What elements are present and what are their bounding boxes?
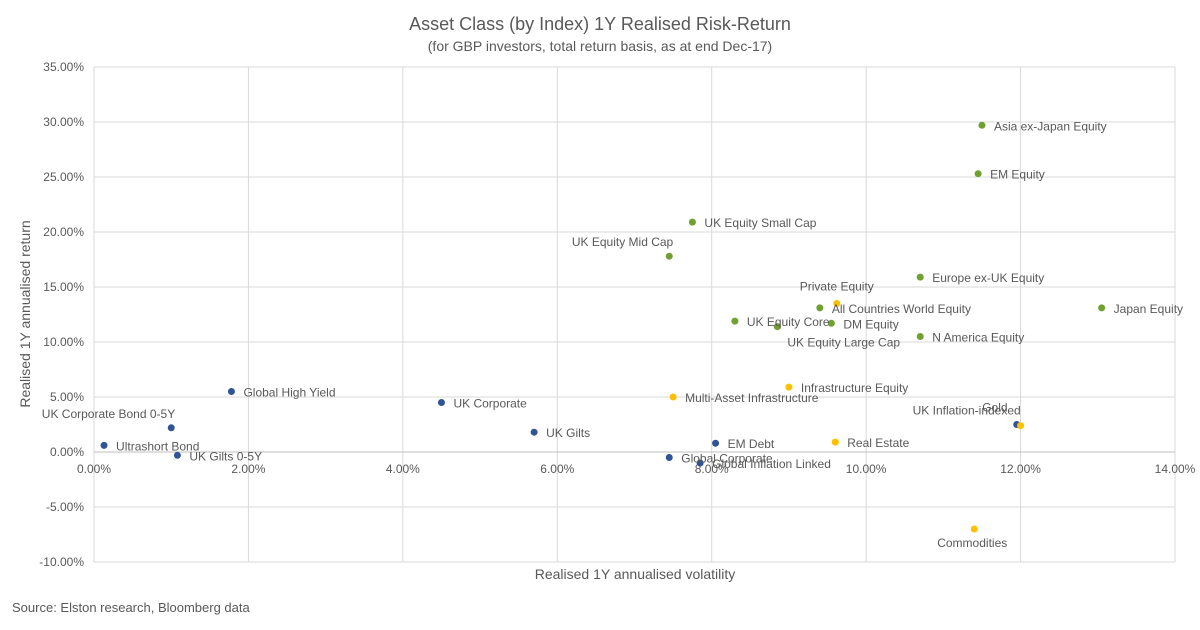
data-point [167, 424, 175, 432]
data-point [1017, 422, 1025, 430]
point-label: UK Equity Large Cap [787, 336, 900, 350]
y-tick-label: 35.00% [43, 60, 84, 74]
point-label: Private Equity [800, 280, 874, 294]
data-point [665, 454, 673, 461]
point-label: EM Debt [728, 437, 775, 451]
point-label: Multi-Asset Infrastructure [685, 391, 819, 405]
point-label: Ultrashort Bond [116, 439, 199, 453]
data-point [530, 428, 538, 436]
point-label: UK Gilts 0-5Y [189, 449, 262, 463]
point-label: UK Equity Small Cap [704, 216, 816, 230]
x-tick-label: 2.00% [231, 462, 265, 476]
point-label: UK Inflation-indexed [913, 404, 1021, 418]
chart-title: Asset Class (by Index) 1Y Realised Risk-… [409, 14, 791, 34]
y-tick-label: 20.00% [43, 225, 84, 239]
data-point [827, 319, 835, 327]
point-label: Global Inflation Linked [712, 457, 831, 471]
data-point [816, 304, 824, 312]
data-point [688, 218, 696, 226]
x-tick-label: 8.00% [695, 462, 729, 476]
point-label: Global Corporate [681, 452, 773, 466]
data-point [669, 393, 677, 401]
point-label: Global High Yield [243, 386, 335, 400]
data-point [773, 323, 781, 331]
point-label: Europe ex-UK Equity [932, 271, 1044, 285]
point-label: N America Equity [932, 331, 1024, 345]
point-label: EM Equity [990, 168, 1045, 182]
data-point [974, 170, 982, 178]
point-label: UK Corporate Bond 0-5Y [42, 407, 175, 421]
data-point [916, 273, 924, 281]
y-axis-label: Realised 1Y annualised return [17, 220, 33, 407]
data-point [227, 388, 235, 395]
point-label: Gold [982, 401, 1007, 415]
y-tick-label: 5.00% [50, 390, 84, 404]
data-point [1098, 304, 1106, 312]
data-point [100, 441, 108, 449]
x-axis-label: Realised 1Y annualised volatility [535, 566, 736, 582]
x-tick-label: 14.00% [1155, 462, 1196, 476]
point-label: UK Corporate [453, 397, 527, 411]
point-label: Commodities [937, 536, 1007, 550]
x-tick-label: 0.00% [77, 462, 111, 476]
x-tick-label: 4.00% [386, 462, 420, 476]
data-point [831, 438, 839, 446]
point-label: UK Equity Mid Cap [572, 235, 674, 249]
y-tick-label: 0.00% [50, 445, 84, 459]
y-tick-label: 25.00% [43, 170, 84, 184]
data-point [712, 439, 720, 447]
x-tick-label: 6.00% [540, 462, 574, 476]
y-tick-label: 15.00% [43, 280, 84, 294]
point-label: UK Equity Core [747, 315, 830, 329]
y-tick-label: 30.00% [43, 115, 84, 129]
data-point [916, 333, 924, 340]
chart-subtitle: (for GBP investors, total return basis, … [427, 38, 773, 54]
point-label: UK Gilts [546, 426, 590, 440]
data-point [970, 525, 978, 533]
source-note: Source: Elston research, Bloomberg data [12, 600, 250, 615]
y-tick-label: 10.00% [43, 335, 84, 349]
y-tick-label: -10.00% [39, 555, 84, 569]
data-point [785, 383, 793, 391]
data-point [437, 399, 445, 406]
x-tick-label: 10.00% [846, 462, 887, 476]
data-point [173, 451, 181, 459]
data-point [665, 252, 673, 260]
x-tick-label: 12.00% [1000, 462, 1041, 476]
point-label: All Countries World Equity [832, 302, 971, 316]
y-tick-label: -5.00% [46, 500, 84, 514]
point-label: Infrastructure Equity [801, 381, 908, 395]
point-label: DM Equity [843, 317, 898, 331]
grid-lines [93, 66, 1176, 563]
point-label: Japan Equity [1114, 302, 1183, 316]
point-label: Real Estate [847, 436, 909, 450]
data-point [833, 300, 841, 307]
data-point [978, 121, 986, 129]
point-label: Asia ex-Japan Equity [994, 119, 1107, 133]
data-point [731, 317, 739, 325]
tick-labels: 0.00% 2.00% 4.00% 6.00% 8.00% 10.00% 12.00% 14.… [39, 60, 1195, 569]
data-point [696, 459, 704, 467]
data-points [100, 121, 1106, 533]
